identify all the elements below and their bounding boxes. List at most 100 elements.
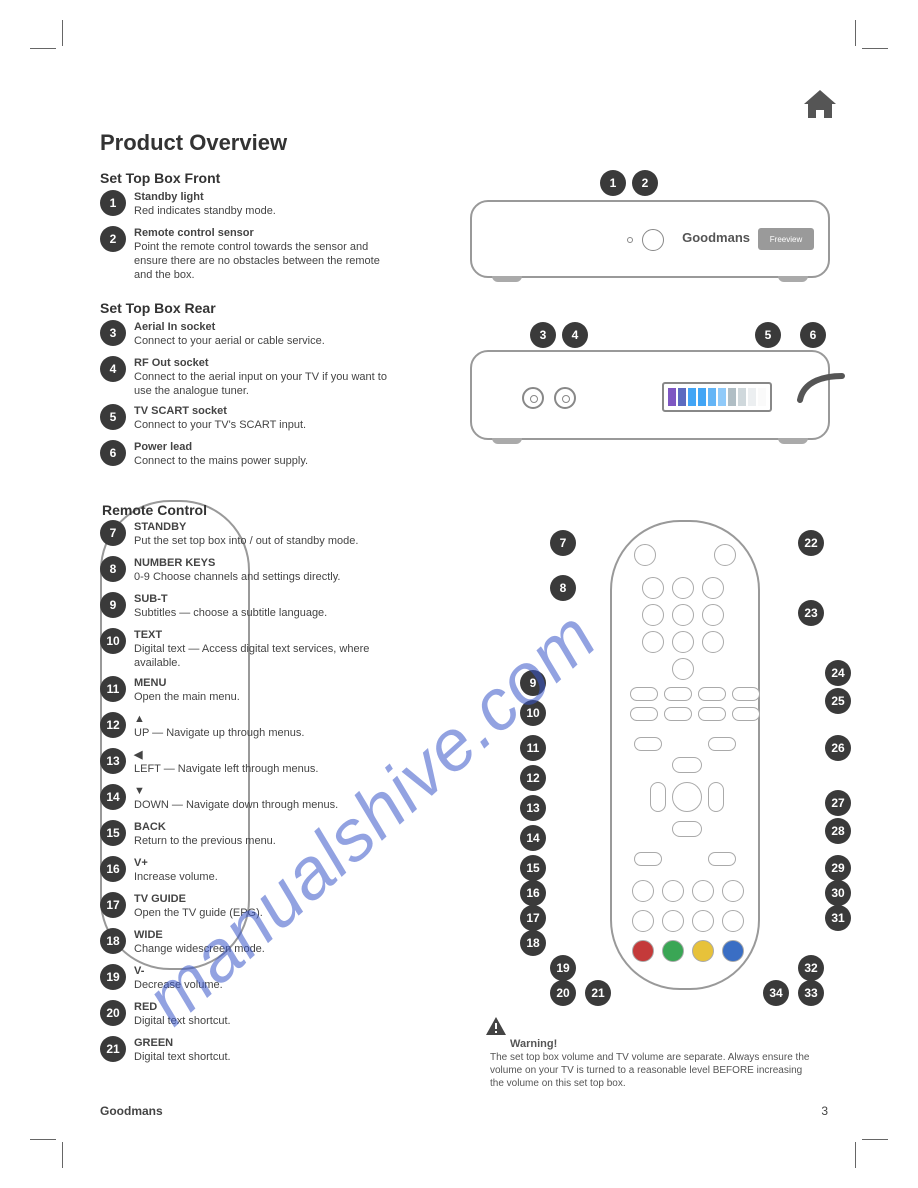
colour-button-icon xyxy=(632,940,654,962)
crop-mark xyxy=(30,48,56,49)
callout-dot: 25 xyxy=(825,688,851,714)
callout-dot: 10 xyxy=(520,700,546,726)
feature-number: 14 xyxy=(100,784,126,810)
feature-number: 10 xyxy=(100,628,126,654)
dpad-icon xyxy=(647,757,727,837)
feature-text: STANDBYPut the set top box into / out of… xyxy=(134,520,400,548)
warning-icon xyxy=(485,1016,507,1036)
feature-item: 19 V-Decrease volume. xyxy=(100,964,400,994)
rear-panel-list: 3 Aerial In socketConnect to your aerial … xyxy=(100,320,400,476)
feature-text: REDDigital text shortcut. xyxy=(134,1000,400,1028)
feature-number: 20 xyxy=(100,1000,126,1026)
colour-button-icon xyxy=(692,940,714,962)
standby-led-icon xyxy=(627,237,633,243)
callout-dot: 6 xyxy=(800,322,826,348)
colour-button-icon xyxy=(722,940,744,962)
crop-mark xyxy=(855,20,856,46)
feature-text: GREENDigital text shortcut. xyxy=(134,1036,400,1064)
callout-dot: 8 xyxy=(550,575,576,601)
callout-dot: 32 xyxy=(798,955,824,981)
callout-dot: 27 xyxy=(825,790,851,816)
callout-dot: 26 xyxy=(825,735,851,761)
aerial-in-icon xyxy=(522,387,544,409)
power-lead-icon xyxy=(796,370,846,410)
front-box-diagram: Goodmans Freeview xyxy=(470,200,830,278)
front-panel-list: 1Standby lightRed indicates standby mode… xyxy=(100,190,400,288)
freeview-badge: Freeview xyxy=(758,228,814,250)
callout-dot: 30 xyxy=(825,880,851,906)
feature-item: 17TV GUIDEOpen the TV guide (EPG). xyxy=(100,892,400,922)
callout-dot: 16 xyxy=(520,880,546,906)
warning-body: The set top box volume and TV volume are… xyxy=(490,1052,809,1089)
feature-item: 13◀LEFT — Navigate left through menus. xyxy=(100,748,400,778)
callout-dot: 2 xyxy=(632,170,658,196)
feature-number: 7 xyxy=(100,520,126,546)
feature-item: 12▲UP — Navigate up through menus. xyxy=(100,712,400,742)
remote-diagram xyxy=(610,520,760,990)
feature-item: 14▼DOWN — Navigate down through menus. xyxy=(100,784,400,814)
callout-dot: 12 xyxy=(520,765,546,791)
feature-number: 15 xyxy=(100,820,126,846)
callout-dot: 1 xyxy=(600,170,626,196)
box-foot xyxy=(492,276,522,282)
feature-text: V+Increase volume. xyxy=(134,856,400,884)
callout-dot: 17 xyxy=(520,905,546,931)
feature-item: 3 Aerial In socketConnect to your aerial … xyxy=(100,320,400,350)
feature-item: 7 STANDBYPut the set top box into / out o… xyxy=(100,520,400,550)
feature-item: 6Power leadConnect to the mains power su… xyxy=(100,440,400,470)
box-foot xyxy=(778,438,808,444)
feature-item: 8 NUMBER KEYS0-9 Choose channels and sett… xyxy=(100,556,400,586)
feature-item: 20 REDDigital text shortcut. xyxy=(100,1000,400,1030)
feature-number: 19 xyxy=(100,964,126,990)
callout-dot: 29 xyxy=(825,855,851,881)
callout-dot: 20 xyxy=(550,980,576,1006)
standby-button-icon xyxy=(634,544,656,566)
callout-dot: 4 xyxy=(562,322,588,348)
feature-text: V-Decrease volume. xyxy=(134,964,400,992)
callout-dot: 28 xyxy=(825,818,851,844)
feature-text: NUMBER KEYS0-9 Choose channels and setti… xyxy=(134,556,400,584)
callout-dot: 22 xyxy=(798,530,824,556)
box-foot xyxy=(778,276,808,282)
rear-box-diagram xyxy=(470,350,830,440)
feature-number: 18 xyxy=(100,928,126,954)
feature-number: 17 xyxy=(100,892,126,918)
callout-dot: 7 xyxy=(550,530,576,556)
callout-dot: 18 xyxy=(520,930,546,956)
callout-dot: 31 xyxy=(825,905,851,931)
callout-dot: 24 xyxy=(825,660,851,686)
rf-out-icon xyxy=(554,387,576,409)
colour-buttons-row xyxy=(632,940,744,962)
ir-sensor-icon xyxy=(642,229,664,251)
feature-item: 9SUB-TSubtitles — choose a subtitle lang… xyxy=(100,592,400,622)
feature-text: Standby lightRed indicates standby mode. xyxy=(134,190,400,218)
callout-dot: 34 xyxy=(763,980,789,1006)
feature-item: 11MENUOpen the main menu. xyxy=(100,676,400,706)
callout-dot: 14 xyxy=(520,825,546,851)
warning-title: Warning! xyxy=(510,1038,557,1050)
feature-item: 18WIDEChange widescreen mode. xyxy=(100,928,400,958)
feature-number: 4 xyxy=(100,356,126,382)
callout-dot: 3 xyxy=(530,322,556,348)
crop-mark xyxy=(862,1139,888,1140)
feature-item: 15 BACKReturn to the previous menu. xyxy=(100,820,400,850)
crop-mark xyxy=(62,20,63,46)
feature-text: ▲UP — Navigate up through menus. xyxy=(134,712,400,740)
feature-number: 5 xyxy=(100,404,126,430)
feature-item: 21GREENDigital text shortcut. xyxy=(100,1036,400,1066)
feature-number: 2 xyxy=(100,226,126,252)
feature-text: RF Out socketConnect to the aerial input… xyxy=(134,356,400,398)
feature-number: 3 xyxy=(100,320,126,346)
feature-text: ◀LEFT — Navigate left through menus. xyxy=(134,748,400,776)
mute-button-icon xyxy=(714,544,736,566)
feature-text: BACKReturn to the previous menu. xyxy=(134,820,400,848)
feature-item: 2Remote control sensorPoint the remote c… xyxy=(100,226,400,282)
footer-brand: Goodmans xyxy=(100,1104,163,1118)
colour-button-icon xyxy=(662,940,684,962)
feature-number: 8 xyxy=(100,556,126,582)
feature-text: SUB-TSubtitles — choose a subtitle langu… xyxy=(134,592,400,620)
page-title: Product Overview xyxy=(100,130,287,156)
crop-mark xyxy=(30,1139,56,1140)
callout-dot: 33 xyxy=(798,980,824,1006)
feature-text: Aerial In socketConnect to your aerial o… xyxy=(134,320,400,348)
